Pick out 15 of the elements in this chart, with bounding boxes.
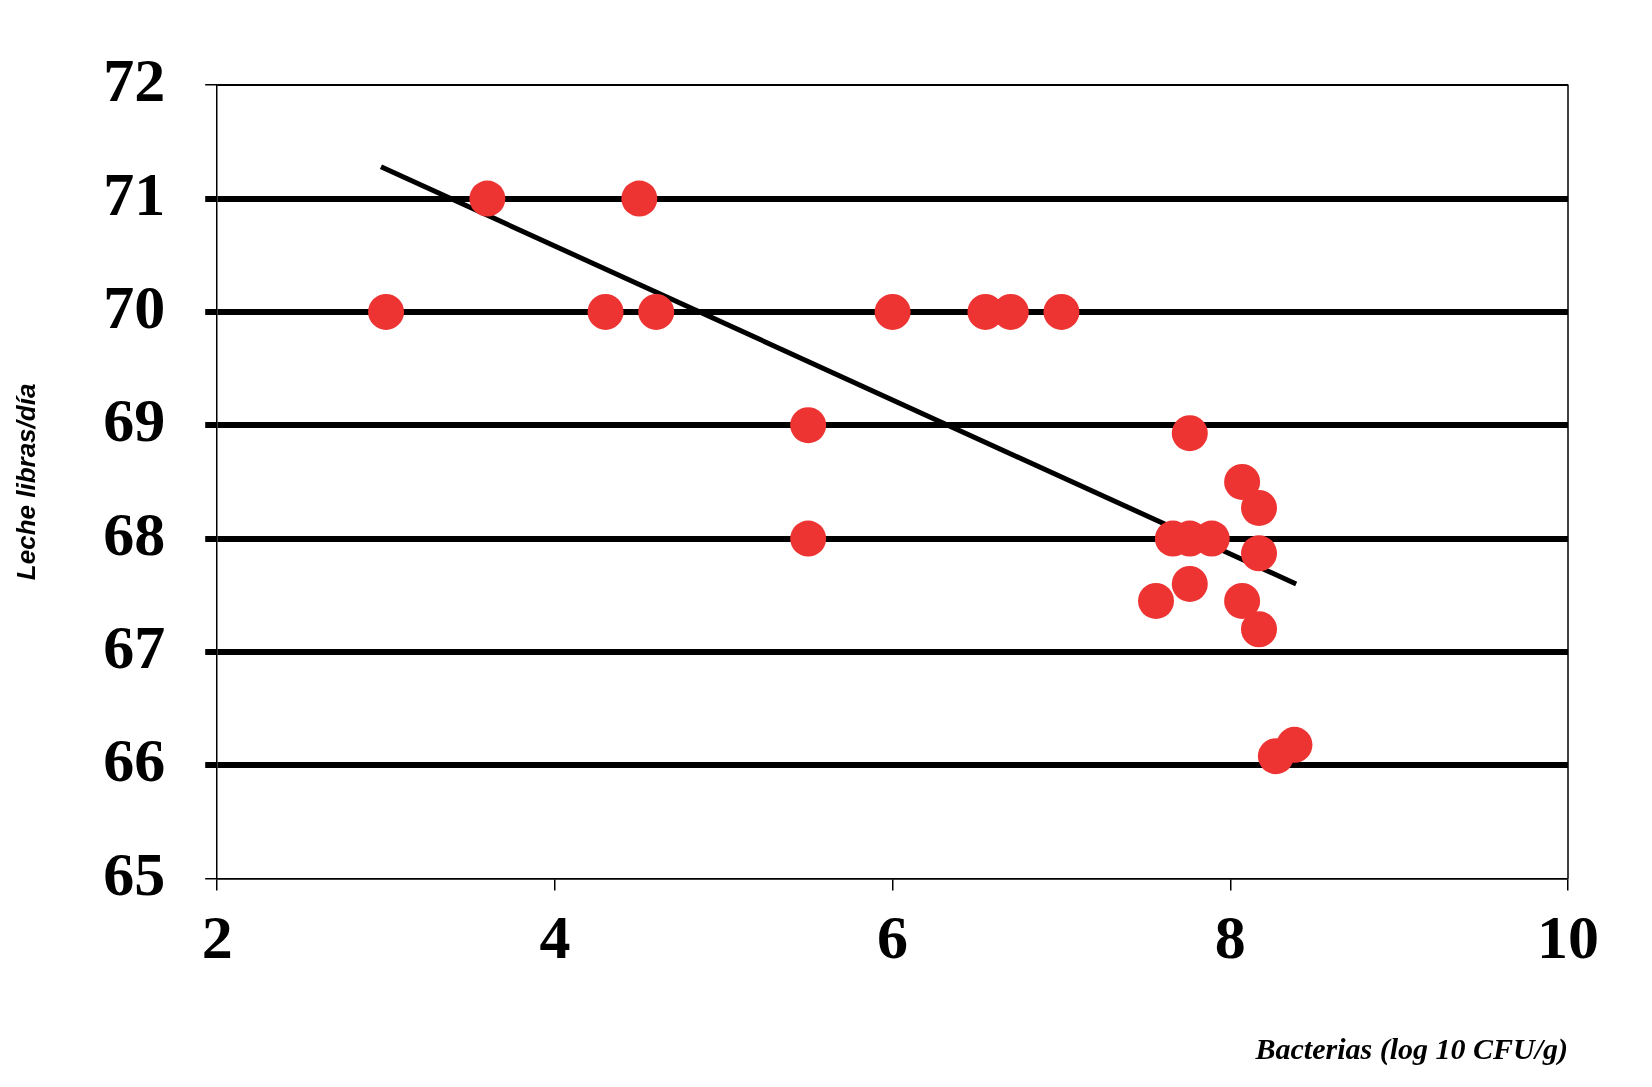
x-tick-label: 8: [1214, 902, 1246, 971]
x-tick-label: 4: [539, 902, 571, 971]
x-tick-label: 6: [877, 902, 909, 971]
y-tick-label: 72: [103, 46, 166, 115]
y-tick-label: 66: [103, 726, 166, 795]
x-axis-title: Bacterias (log 10 CFU/g): [1254, 1031, 1568, 1066]
x-tick-label: 10: [1537, 902, 1599, 971]
y-tick-label: 69: [103, 386, 166, 455]
y-tick-label: 70: [103, 272, 166, 341]
y-tick-label: 67: [103, 612, 166, 681]
y-axis-title: Leche libras/día: [10, 383, 41, 581]
y-tick-label: 68: [103, 499, 166, 568]
y-tick-label: 65: [103, 839, 166, 908]
x-tick-label: 2: [201, 902, 233, 971]
y-tick-label: 71: [103, 159, 166, 228]
